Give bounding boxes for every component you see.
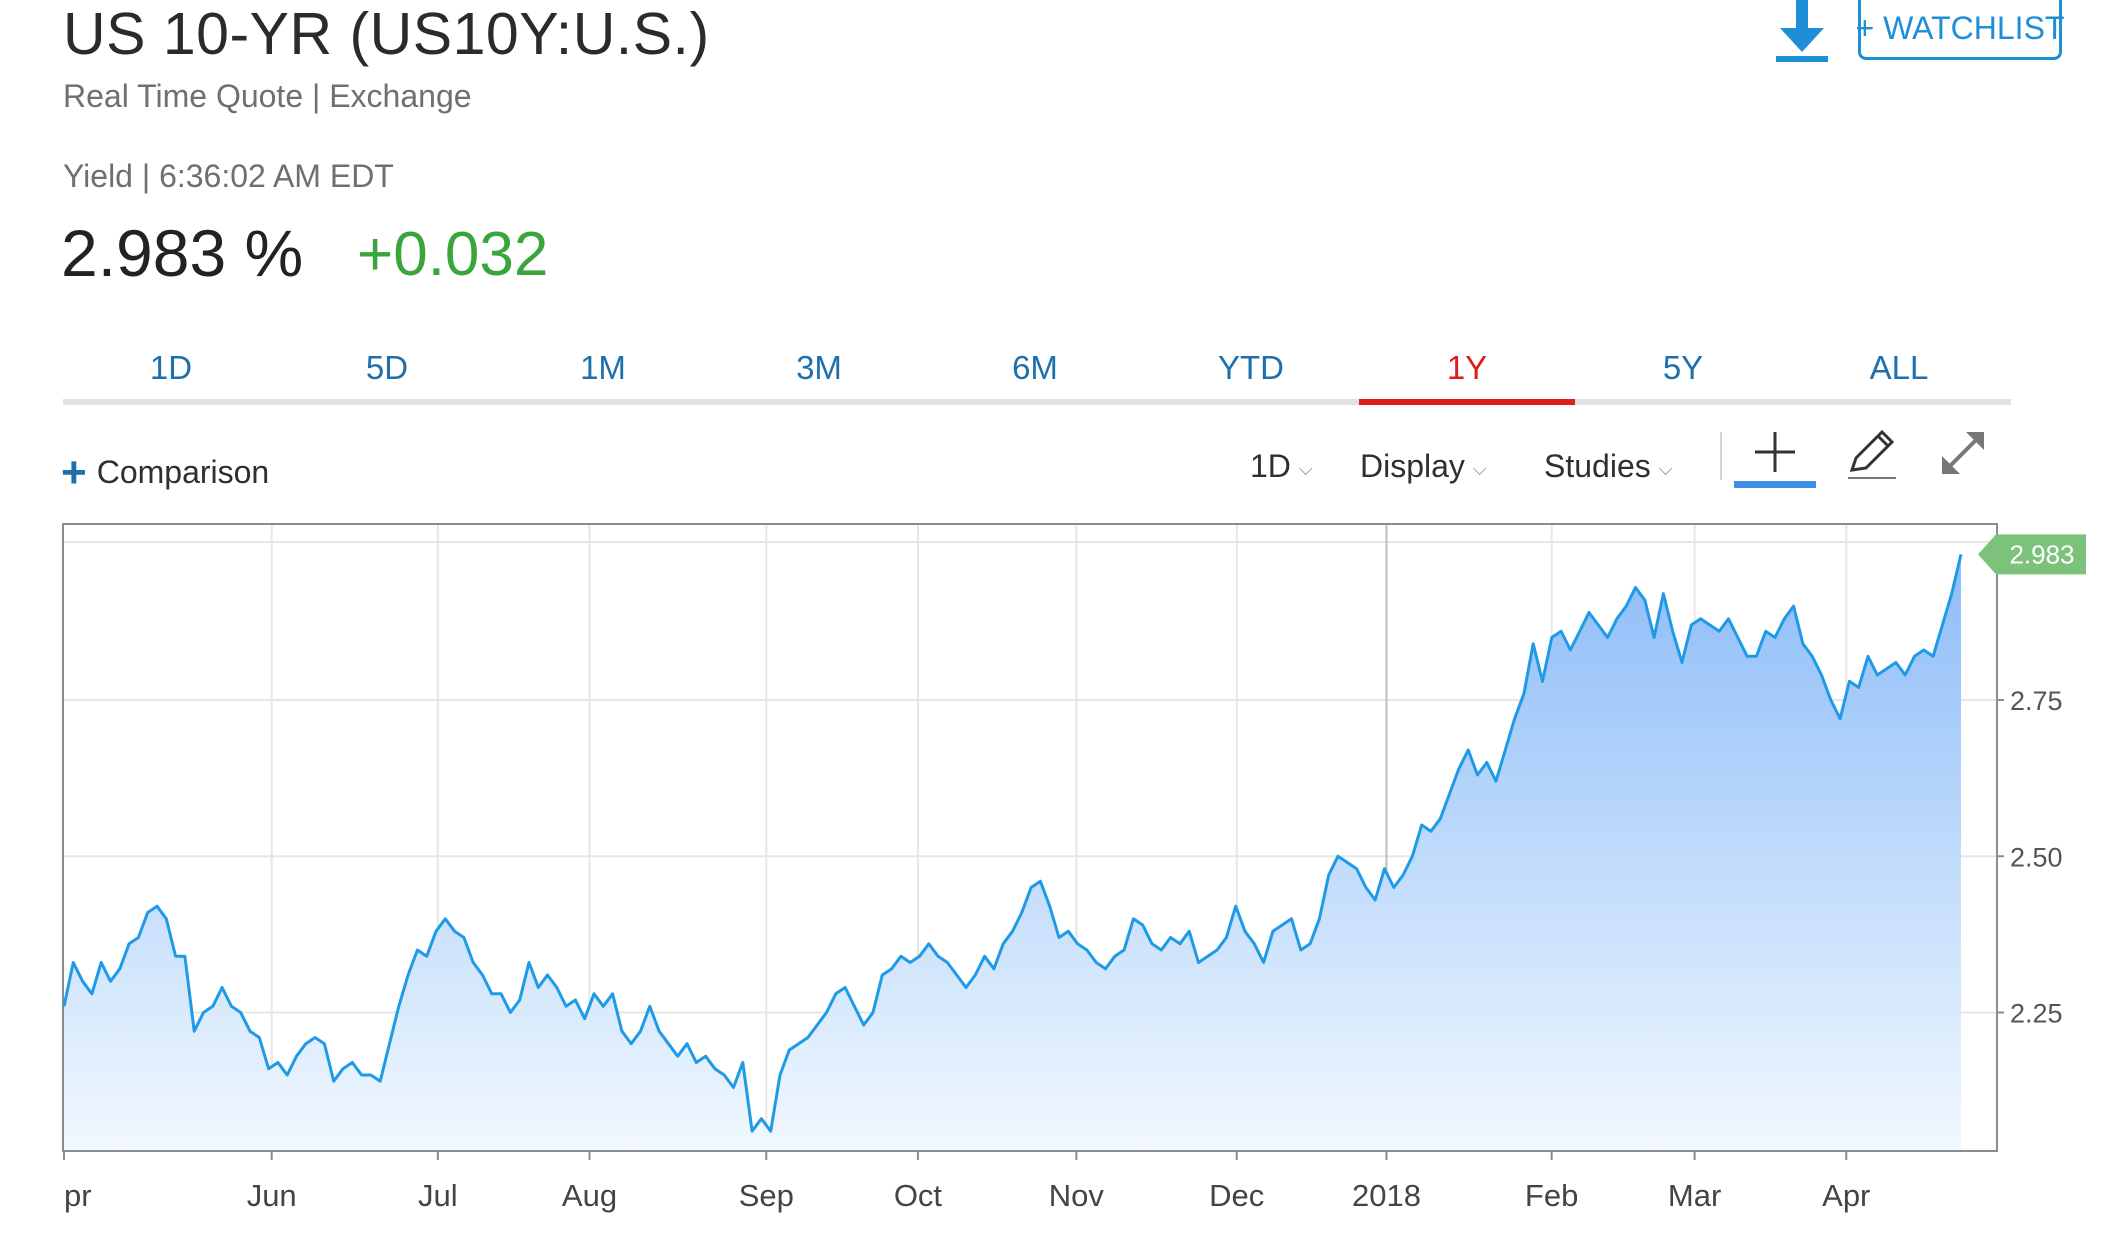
last-value-label: 2.983 <box>2009 539 2074 569</box>
watchlist-button[interactable]: + WATCHLIST <box>1856 0 2064 60</box>
display-label: Display <box>1360 448 1465 484</box>
x-tick-label: Sep <box>739 1178 794 1213</box>
tab-1d[interactable]: 1D <box>149 349 193 386</box>
tab-5y[interactable]: 5Y <box>1662 349 1704 386</box>
interval-dropdown[interactable]: 1D ⌵ <box>1250 448 1313 485</box>
x-tick-label: Feb <box>1525 1178 1578 1213</box>
x-tick-label: Aug <box>562 1178 617 1213</box>
pencil-icon[interactable] <box>1844 426 1900 482</box>
x-tick-label: Jun <box>247 1178 297 1213</box>
tab-all[interactable]: ALL <box>1869 349 1929 386</box>
series-area <box>62 554 1963 1150</box>
interval-label: 1D <box>1250 448 1291 484</box>
toolbar-divider <box>1720 432 1722 480</box>
x-tick-label: Mar <box>1668 1178 1721 1213</box>
range-tabs: 1D 5D 1M 3M 6M YTD 1Y 5Y ALL <box>63 345 2011 405</box>
y-tick-label: 2.75 <box>2010 686 2063 716</box>
series-line <box>62 554 1963 1133</box>
comparison-label: Comparison <box>96 454 270 490</box>
comparison-button[interactable]: + Comparison <box>61 444 270 497</box>
series-fill <box>64 554 1961 1150</box>
x-axis: pr Jun Jul Aug Sep Oct Nov Dec 2018 Feb Mar Apr <box>63 1150 1870 1213</box>
quote-source: Real Time Quote | Exchange <box>63 78 472 114</box>
tab-5d[interactable]: 5D <box>365 349 409 386</box>
x-tick-label: Apr <box>1822 1178 1870 1213</box>
tab-1y[interactable]: 1Y <box>1359 345 1575 405</box>
x-tick-label: Nov <box>1049 1178 1105 1213</box>
chevron-down-icon: ⌵ <box>1298 459 1313 479</box>
tab-ytd[interactable]: YTD <box>1218 349 1284 386</box>
x-tick-label: 2018 <box>1352 1178 1421 1213</box>
security-title: US 10-YR (US10Y:U.S.) <box>63 1 710 67</box>
tab-3m[interactable]: 3M <box>796 349 842 386</box>
y-tick-label: 2.25 <box>2010 999 2063 1029</box>
last-value-marker <box>1978 534 2086 575</box>
x-tick-label: pr <box>64 1178 92 1213</box>
x-tick-label: Jul <box>418 1178 458 1213</box>
y-tick-label: 2.50 <box>2010 842 2063 872</box>
y-axis: 2.25 2.50 2.75 <box>1996 686 2063 1029</box>
studies-label: Studies <box>1544 448 1651 484</box>
expand-icon[interactable] <box>1936 426 1990 480</box>
crosshair-icon[interactable] <box>1734 426 1816 488</box>
yield-change: +0.032 <box>357 220 549 289</box>
x-tick-label: Oct <box>894 1178 943 1213</box>
download-icon[interactable] <box>1772 0 1832 64</box>
yield-timestamp: Yield | 6:36:02 AM EDT <box>63 158 394 194</box>
tab-1m[interactable]: 1M <box>580 349 626 386</box>
last-value-badge: 2.983 <box>1978 534 2086 575</box>
tab-6m[interactable]: 6M <box>1012 349 1058 386</box>
display-dropdown[interactable]: Display ⌵ <box>1360 448 1487 485</box>
studies-dropdown[interactable]: Studies ⌵ <box>1544 448 1672 485</box>
current-yield: 2.983 % <box>61 216 304 290</box>
plus-icon: + <box>61 448 87 497</box>
chevron-down-icon: ⌵ <box>1472 459 1487 479</box>
chevron-down-icon: ⌵ <box>1658 459 1673 479</box>
x-tick-label: Dec <box>1209 1178 1264 1213</box>
